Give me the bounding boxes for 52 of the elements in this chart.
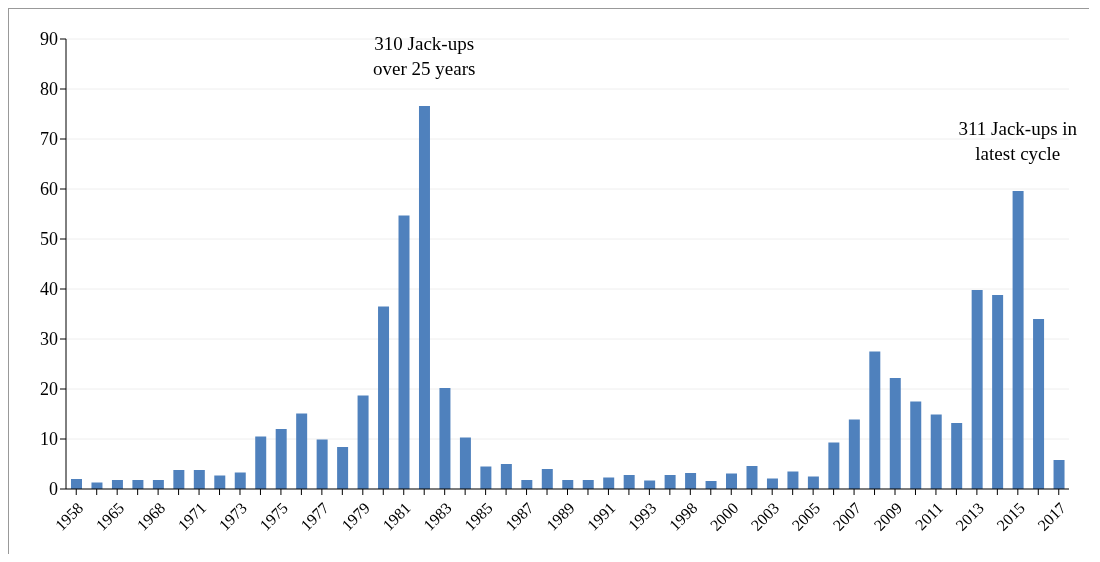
bar xyxy=(828,442,840,489)
y-tick-label: 40 xyxy=(40,279,58,300)
bar xyxy=(480,466,492,489)
bar xyxy=(337,447,349,489)
bar xyxy=(971,290,983,489)
bar xyxy=(623,475,635,489)
bar xyxy=(234,472,246,489)
bar xyxy=(357,395,369,489)
bar xyxy=(910,401,922,489)
bar xyxy=(869,351,881,489)
bar xyxy=(664,475,676,489)
y-tick-label: 80 xyxy=(40,79,58,100)
annotation: 311 Jack-ups in latest cycle xyxy=(957,117,1079,166)
y-tick-label: 60 xyxy=(40,179,58,200)
bar xyxy=(726,473,738,489)
x-tick-label: 2011 xyxy=(911,499,947,534)
x-tick-label: 1981 xyxy=(379,499,414,534)
bar xyxy=(71,479,82,489)
bar xyxy=(1033,319,1045,489)
bar xyxy=(848,419,860,489)
bar xyxy=(275,429,287,489)
y-tick-label: 50 xyxy=(40,229,58,250)
y-tick-label: 30 xyxy=(40,329,58,350)
x-tick-label: 1991 xyxy=(583,499,619,534)
bar xyxy=(787,471,799,489)
bar xyxy=(418,106,430,489)
bar xyxy=(1012,191,1024,489)
y-tick-label: 0 xyxy=(49,479,58,500)
bar xyxy=(255,436,267,489)
annotation: 310 Jack-ups over 25 years xyxy=(372,32,477,81)
bar xyxy=(889,378,901,489)
bar xyxy=(173,470,185,489)
bar xyxy=(296,413,308,489)
bar xyxy=(1053,460,1065,489)
x-tick-label: 1971 xyxy=(174,499,210,534)
y-tick-label: 90 xyxy=(40,29,58,50)
bar xyxy=(541,469,553,489)
bar xyxy=(398,215,410,489)
y-tick-label: 10 xyxy=(40,429,58,450)
y-tick-label: 70 xyxy=(40,129,58,150)
bar xyxy=(459,437,471,489)
bar xyxy=(951,423,963,489)
bar xyxy=(746,466,758,489)
bar xyxy=(685,473,697,489)
bar xyxy=(193,470,205,489)
bar xyxy=(378,306,390,489)
bar xyxy=(992,295,1004,489)
y-tick-label: 20 xyxy=(40,379,58,400)
bar xyxy=(500,464,512,489)
bar xyxy=(316,439,328,489)
bar xyxy=(439,388,451,489)
bar xyxy=(930,414,942,489)
